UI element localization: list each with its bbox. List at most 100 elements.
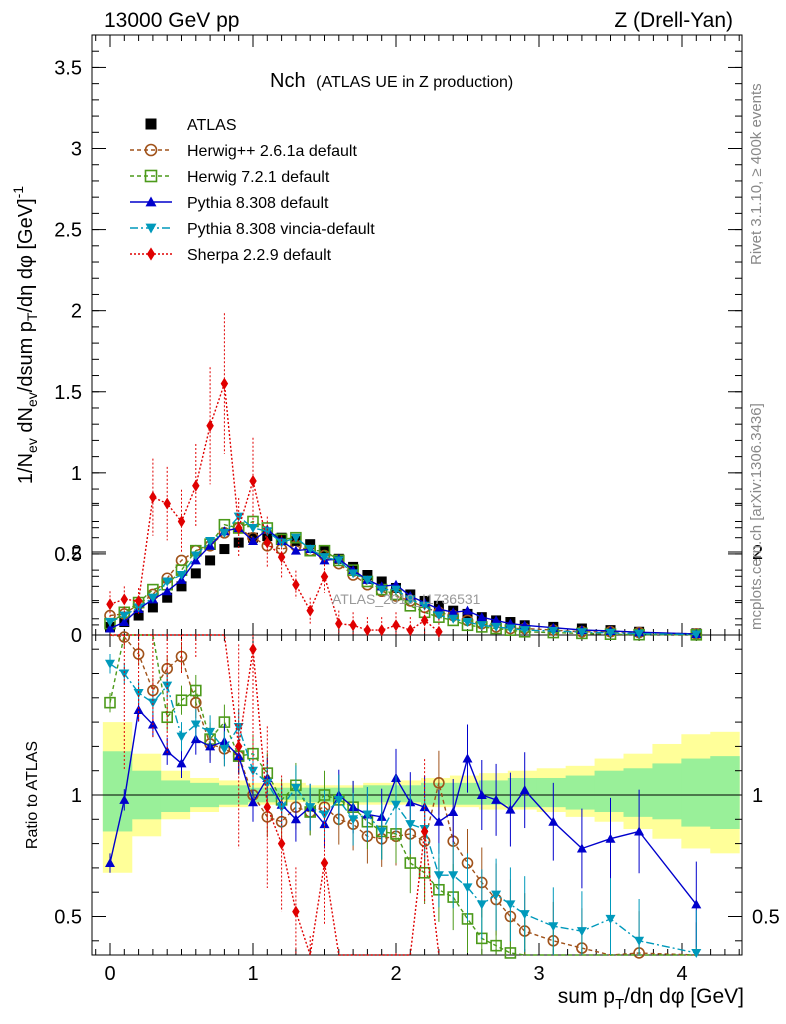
ratio-y-axis-label: Ratio to ATLAS — [24, 741, 41, 849]
ratio-data-point — [505, 804, 516, 814]
series-line — [109, 527, 697, 635]
data-point — [290, 533, 301, 543]
data-point — [248, 523, 258, 533]
data-point — [147, 602, 158, 613]
ratio-data-point — [105, 659, 115, 669]
data-point — [219, 544, 230, 555]
data-point — [105, 623, 115, 633]
data-point — [290, 545, 301, 555]
ratio-data-point — [548, 816, 559, 826]
header-left: 13000 GeV pp — [104, 9, 239, 32]
data-point — [405, 595, 416, 605]
ratio-data-point — [119, 794, 130, 804]
ratio-y-tick-label: 0.5 — [54, 907, 82, 929]
y-tick-label: 2.5 — [54, 220, 82, 242]
data-point — [419, 601, 430, 611]
legend-item: Pythia 8.308 vincia-default — [130, 221, 375, 238]
data-point — [448, 607, 459, 617]
ratio-data-point — [433, 871, 444, 881]
ratio-data-point — [333, 795, 344, 805]
ratio-data-point — [605, 914, 616, 924]
data-point — [576, 628, 587, 638]
legend-marker — [145, 223, 157, 234]
data-point — [333, 556, 344, 566]
data-point — [433, 604, 444, 614]
data-point — [348, 569, 359, 579]
data-point — [349, 619, 357, 632]
data-point — [605, 628, 616, 638]
ratio-data-point — [234, 740, 243, 753]
data-point — [133, 603, 144, 613]
ratio-data-point — [249, 643, 257, 656]
data-point — [462, 618, 473, 628]
data-point — [476, 621, 487, 631]
legend-item: Pythia 8.308 default — [130, 195, 329, 212]
ratio-data-point — [118, 631, 131, 643]
ratio-data-point — [305, 803, 316, 813]
data-point — [691, 630, 702, 640]
legend-label: Pythia 8.308 vincia-default — [187, 221, 375, 238]
x-tick-label: 2 — [390, 963, 401, 985]
data-point — [233, 512, 244, 522]
ratio-data-point — [476, 900, 487, 910]
legend-marker — [144, 143, 158, 157]
ratio-data-point — [433, 816, 444, 826]
ratio-series-2 — [105, 698, 702, 948]
data-point — [491, 622, 502, 632]
x-tick-label: 1 — [247, 963, 258, 985]
ratio-data-point — [233, 751, 244, 761]
data-point — [162, 577, 173, 587]
data-point — [119, 617, 130, 627]
legend-item: ATLAS — [145, 117, 237, 134]
data-point — [190, 551, 201, 561]
mcplots-label: mcplots.cern.ch [arXiv:1306.3436] — [748, 403, 765, 630]
data-point — [376, 585, 387, 595]
data-point — [505, 624, 516, 634]
x-tick-label: 3 — [533, 963, 544, 985]
ratio-data-point — [205, 727, 216, 737]
ratio-data-point — [476, 790, 487, 799]
legend-label: Herwig 7.2.1 default — [187, 169, 330, 186]
data-point — [205, 555, 216, 566]
y-tick-label: 1.5 — [54, 382, 82, 404]
series-4 — [105, 512, 702, 640]
ratio-band-inner-segment — [392, 785, 422, 803]
x-tick-label: 0 — [104, 963, 115, 985]
ratio-data-point — [292, 905, 300, 918]
series-line — [109, 527, 697, 635]
main-series-group — [104, 313, 703, 641]
data-point — [176, 571, 187, 580]
plot-title: Nch (ATLAS UE in Z production) — [270, 70, 513, 92]
data-point — [206, 419, 214, 432]
ratio-band-inner-segment — [160, 780, 191, 813]
data-point — [319, 553, 330, 563]
ratio-data-point — [391, 800, 401, 810]
ratio-data-point — [404, 857, 417, 869]
data-point — [277, 551, 286, 564]
data-point — [435, 625, 443, 638]
legend-label: Sherpa 2.2.9 default — [187, 247, 332, 264]
ratio-data-point — [420, 825, 429, 838]
ratio-data-point — [348, 815, 359, 825]
header-right: Z (Drell-Yan) — [614, 9, 733, 32]
data-point — [190, 568, 201, 579]
data-point — [119, 611, 130, 621]
ratio-data-point — [462, 883, 473, 893]
y-axis-label: 1/Nev dNev/dsum pT/dη dφ [GeV]-1 — [10, 186, 40, 484]
data-point — [634, 629, 645, 639]
data-point — [476, 612, 487, 622]
ratio-band-inner-segment — [536, 777, 567, 808]
ratio-data-point — [133, 704, 144, 714]
ratio-data-point — [362, 810, 373, 820]
ratio-series-3 — [105, 654, 702, 958]
data-point — [292, 578, 300, 591]
ratio-band-inner-segment — [449, 782, 480, 805]
ratio-band-inner-segment — [102, 751, 133, 832]
ratio-series-4 — [110, 634, 440, 956]
ratio-data-point — [133, 688, 144, 698]
ratio-data-point — [176, 758, 187, 768]
ratio-data-point — [277, 837, 286, 850]
ratio-band-inner-segment — [565, 775, 596, 810]
ratio-data-point — [190, 720, 201, 730]
data-point — [163, 497, 171, 510]
